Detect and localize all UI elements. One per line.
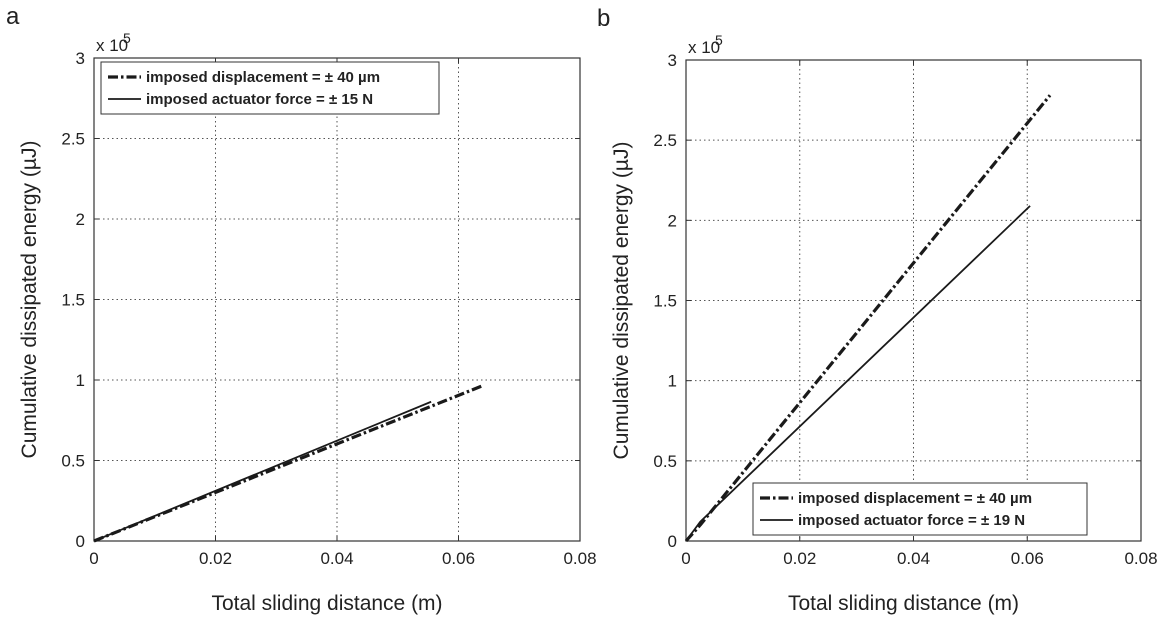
y-tick-label: 1.5 (653, 292, 677, 311)
x-tick-label: 0.06 (1011, 549, 1044, 568)
legend-box (752, 482, 1088, 536)
x-tick-label: 0.08 (563, 549, 596, 568)
x-tick-label: 0 (89, 549, 98, 568)
x-tick-label: 0.04 (320, 549, 353, 568)
x-tick-label: 0 (681, 549, 690, 568)
y-multiplier-label: x 10 (688, 38, 720, 57)
y-tick-label: 0.5 (653, 452, 677, 471)
chart-panel-a: a 0 0.02 0.04 0.06 0.08 0 0.5 1 1.5 2 2.5 3 x 105 Tota… (6, 3, 597, 615)
x-tick-label: 0.04 (897, 549, 930, 568)
y-tick-label: 2 (668, 211, 677, 230)
panel-label: a (6, 3, 20, 30)
legend-box (100, 61, 440, 115)
y-tick-label: 0 (668, 532, 677, 551)
y-tick-label: 0.5 (61, 452, 85, 471)
y-tick-label: 3 (668, 51, 677, 70)
y-tick-label: 1 (76, 371, 85, 390)
y-tick-label: 1 (668, 372, 677, 391)
y-tick-label: 3 (76, 49, 85, 68)
legend-entry-2: imposed actuator force = ± 19 N (798, 512, 1025, 529)
y-multiplier-exponent: 5 (715, 32, 723, 48)
legend-entry-2: imposed actuator force = ± 15 N (146, 91, 373, 108)
x-axis-title: Total sliding distance (m) (788, 592, 1019, 615)
y-tick-label: 2.5 (61, 130, 85, 149)
y-tick-label: 2 (76, 210, 85, 229)
y-tick-label: 2.5 (653, 131, 677, 150)
chart-panel-b: b 0 0.02 0.04 0.06 0.08 0 0.5 1 1.5 2 2.5 3 x 105 Tota… (597, 5, 1158, 615)
x-tick-label: 0.02 (199, 549, 232, 568)
y-tick-label: 1.5 (61, 291, 85, 310)
x-axis-title: Total sliding distance (m) (211, 592, 442, 615)
series-line-2 (685, 205, 1031, 542)
legend-entry-1: imposed displacement = ± 40 µm (146, 69, 380, 86)
x-tick-label: 0.02 (783, 549, 816, 568)
panel-label: b (597, 5, 610, 32)
y-multiplier-label: x 10 (96, 36, 128, 55)
series-line-2 (93, 400, 432, 542)
y-axis-title: Cumulative dissipated energy (µJ) (18, 141, 41, 459)
x-tick-label: 0.06 (442, 549, 475, 568)
legend-entry-1: imposed displacement = ± 40 µm (798, 490, 1032, 507)
y-multiplier-exponent: 5 (123, 30, 131, 46)
y-axis-title: Cumulative dissipated energy (µJ) (610, 142, 633, 460)
x-tick-label: 0.08 (1124, 549, 1157, 568)
y-tick-label: 0 (76, 532, 85, 551)
